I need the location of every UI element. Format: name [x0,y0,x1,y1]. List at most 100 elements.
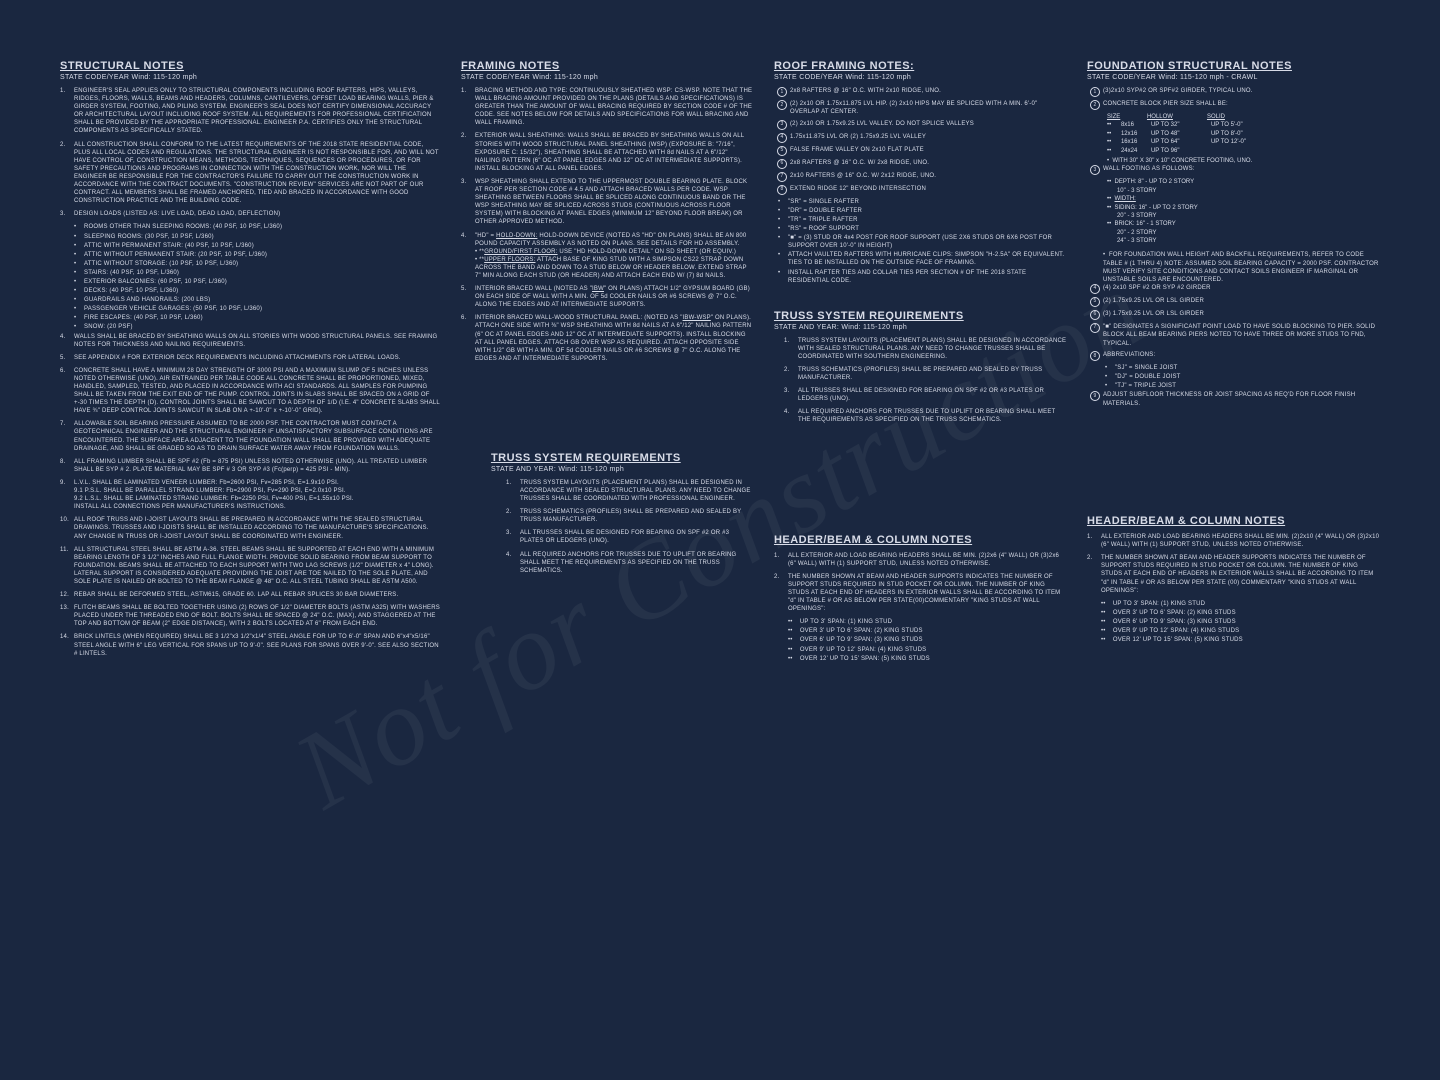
framing-list: 1.BRACING METHOD AND TYPE: CONTINUOUSLY … [461,87,754,363]
king-studs-list: •• UP TO 3' SPAN: (1) KING STUD•• OVER 3… [774,618,1067,662]
king-stud-item: •• UP TO 3' SPAN: (1) KING STUD [788,618,1067,626]
header-item: 2.THE NUMBER SHOWN AT BEAM AND HEADER SU… [774,573,1067,613]
abbrev-item: •"SJ" = SINGLE JOIST [1105,364,1380,372]
abbrev-list: •"SJ" = SINGLE JOIST•"DJ" = DOUBLE JOIST… [1087,364,1380,390]
structural-item: 14.BRICK LINTELS (WHEN REQUIRED) SHALL B… [60,633,441,657]
roof-defs: •"SR" = SINGLE RAFTER•"DR" = DOUBLE RAFT… [774,198,1067,285]
list-item: 1.TRUSS SYSTEM LAYOUTS (PLACEMENT PLANS)… [506,479,754,503]
structural-title: STRUCTURAL NOTES [60,60,441,72]
king-stud-item: •• OVER 12' UP TO 15' SPAN: (5) KING STU… [788,655,1067,663]
structural-item: 12.REBAR SHALL BE DEFORMED STEEL, ASTM61… [60,591,441,599]
framing-item: 2.EXTERIOR WALL SHEATHING: WALLS SHALL B… [461,132,754,172]
framing-title: FRAMING NOTES [461,60,754,72]
roof-item: 2(2) 2x10 OR 1.75x11.875 LVL HIP. (2) 2x… [774,100,1067,117]
structural-item: 8.ALL FRAMING LUMBER SHALL BE SPF #2 (Fb… [60,458,441,474]
design-load-item: •ATTIC WITH PERMANENT STAIR: (40 PSF, 10… [74,242,441,250]
truss-list: 1.TRUSS SYSTEM LAYOUTS (PLACEMENT PLANS)… [774,337,1067,425]
header2-title: HEADER/BEAM & COLUMN NOTES [1087,515,1380,527]
roof-def-item: •"RS" = ROOF SUPPORT [778,225,1067,233]
list-item: 2.TRUSS SCHEMATICS (PROFILES) SHALL BE P… [784,366,1067,382]
truss-sub: STATE AND YEAR: Wind: 115-120 mph [774,324,1067,331]
design-load-item: •SNOW: (20 PSF) [74,323,441,331]
header-item: 1.ALL EXTERIOR AND LOAD BEARING HEADERS … [774,552,1067,568]
structural-item: 13.FLITCH BEAMS SHALL BE BOLTED TOGETHER… [60,604,441,628]
foundation-item: 9ADJUST SUBFLOOR THICKNESS OR JOIST SPAC… [1087,391,1380,408]
col-roof: ROOF FRAMING NOTES: STATE CODE/YEAR Wind… [774,60,1067,668]
king-stud-item: •• OVER 6' UP TO 9' SPAN: (3) KING STUDS [1101,618,1380,626]
framing-item: 5.INTERIOR BRACED WALL (NOTED AS "IBW" O… [461,285,754,309]
design-load-item: •SLEEPING ROOMS: (30 PSF, 10 PSF, L/360) [74,233,441,241]
design-load-item: •DECKS: (40 PSF, 10 PSF, L/360) [74,287,441,295]
header-item: 1.ALL EXTERIOR AND LOAD BEARING HEADERS … [1087,533,1380,549]
structural-item: 3.DESIGN LOADS (LISTED AS: LIVE LOAD, DE… [60,210,441,218]
king-stud-item: •• OVER 6' UP TO 9' SPAN: (3) KING STUDS [788,636,1067,644]
structural-item: 6.CONCRETE SHALL HAVE A MINIMUM 28 DAY S… [60,367,441,416]
foundation-item: 8ABBREVIATIONS: [1087,351,1380,361]
design-load-item: •PASSGENGER VEHICLE GARAGES: (50 PSF, 10… [74,305,441,313]
foundation-item: 6(3) 1.75x9.25 LVL OR LSL GIRDER [1087,310,1380,320]
roof-item: 41.75x11.875 LVL OR (2) 1.75x9.25 LVL VA… [774,133,1067,143]
header2-list: 1.ALL EXTERIOR AND LOAD BEARING HEADERS … [1087,533,1380,644]
roof-item: 62x8 RAFTERS @ 16" O.C. W/ 2x8 RIDGE, UN… [774,159,1067,169]
king-stud-item: •• OVER 12' UP TO 15' SPAN: (5) KING STU… [1101,636,1380,644]
list-item: 3.ALL TRUSSES SHALL BE DESIGNED FOR BEAR… [784,387,1067,403]
foundation-note3: • FOR FOUNDATION WALL HEIGHT AND BACKFIL… [1087,251,1380,283]
roof-def-item: •"SR" = SINGLE RAFTER [778,198,1067,206]
roof-list: 12x8 RAFTERS @ 16" O.C. WITH 2x10 RIDGE,… [774,87,1067,195]
framing-item: 6.INTERIOR BRACED WALL-WOOD STRUCTURAL P… [461,314,754,363]
framing-sub: STATE CODE/YEAR Wind: 115-120 mph [461,74,754,81]
foundation-item: 5(2) 1.75x9.25 LVL OR LSL GIRDER [1087,297,1380,307]
roof-title: ROOF FRAMING NOTES: [774,60,1067,72]
structural-item: 1.ENGINEER'S SEAL APPLIES ONLY TO STRUCT… [60,87,441,136]
structural-item: 7.ALLOWABLE SOIL BEARING PRESSURE ASSUME… [60,420,441,452]
page: STRUCTURAL NOTES STATE CODE/YEAR Wind: 1… [0,0,1440,708]
roof-def-item: •"TR" = TRIPLE RAFTER [778,216,1067,224]
framing-item: 1.BRACING METHOD AND TYPE: CONTINUOUSLY … [461,87,754,127]
list-item: 4.ALL REQUIRED ANCHORS FOR TRUSSES DUE T… [784,408,1067,424]
king-stud-item: •• OVER 9' UP TO 12' SPAN: (4) KING STUD… [788,646,1067,654]
col-framing: FRAMING NOTES STATE CODE/YEAR Wind: 115-… [461,60,754,668]
abbrev-item: •"TJ" = TRIPLE JOIST [1105,382,1380,390]
king-stud-item: •• UP TO 3' SPAN: (1) KING STUD [1101,600,1380,608]
king-studs-list: •• UP TO 3' SPAN: (1) KING STUD•• OVER 3… [1087,600,1380,644]
foundation-item: 7"■" DESIGNATES A SIGNIFICANT POINT LOAD… [1087,323,1380,348]
framing-item: 3.WSP SHEATHING SHALL EXTEND TO THE UPPE… [461,178,754,227]
roof-item: 3(2) 2x10 OR 1.75x9.25 LVL VALLEY. DO NO… [774,120,1067,130]
header-list: 1.ALL EXTERIOR AND LOAD BEARING HEADERS … [774,552,1067,663]
foundation-item: 1(3)2x10 SYP#2 OR SPF#2 GIRDER, TYPICAL … [1087,87,1380,97]
roof-sub: STATE CODE/YEAR Wind: 115-120 mph [774,74,1067,81]
roof-item: 72x10 RAFTERS @ 16" O.C. W/ 2x12 RIDGE, … [774,172,1067,182]
roof-item: 8EXTEND RIDGE 12" BEYOND INTERSECTION [774,185,1067,195]
truss-title: TRUSS SYSTEM REQUIREMENTS [774,310,1067,322]
truss2-sub: STATE AND YEAR: Wind: 115-120 mph [491,466,754,473]
list-item: 3.ALL TRUSSES SHALL BE DESIGNED FOR BEAR… [506,529,754,545]
structural-sub: STATE CODE/YEAR Wind: 115-120 mph [60,74,441,81]
roof-def-item: •"DR" = DOUBLE RAFTER [778,207,1067,215]
design-load-item: •ATTIC WITHOUT PERMANENT STAIR: (20 PSF,… [74,251,441,259]
abbrev-item: •"DJ" = DOUBLE JOIST [1105,373,1380,381]
structural-item: 10.ALL ROOF TRUSS AND I-JOIST LAYOUTS SH… [60,516,441,540]
pier-table: SIZEHOLLOWSOLID••8x16UP TO 32"UP TO 5'-0… [1087,113,1380,165]
design-load-item: •STAIRS: (40 PSF, 10 PSF, L/360) [74,269,441,277]
list-item: 2.TRUSS SCHEMATICS (PROFILES) SHALL BE P… [506,508,754,524]
roof-def-item: •INSTALL RAFTER TIES AND COLLAR TIES PER… [778,269,1067,285]
list-item: 1.TRUSS SYSTEM LAYOUTS (PLACEMENT PLANS)… [784,337,1067,361]
framing-item: 4."HD" = HOLD-DOWN: HOLD-DOWN DEVICE (NO… [461,232,754,281]
king-stud-item: •• OVER 3' UP TO 6' SPAN: (2) KING STUDS [788,627,1067,635]
king-stud-item: •• OVER 9' UP TO 12' SPAN: (4) KING STUD… [1101,627,1380,635]
structural-item: 2.ALL CONSTRUCTION SHALL CONFORM TO THE … [60,141,441,206]
king-stud-item: •• OVER 3' UP TO 6' SPAN: (2) KING STUDS [1101,609,1380,617]
wall-footing-table: •• DEPTH: 8" - UP TO 2 STORY 10" - 3 STO… [1087,178,1380,245]
structural-item: 5.SEE APPENDIX # FOR EXTERIOR DECK REQUI… [60,354,441,362]
foundation-title: FOUNDATION STRUCTURAL NOTES [1087,60,1380,72]
roof-def-item: •"■" = (3) STUD OR 4x4 POST FOR ROOF SUP… [778,234,1067,250]
truss2-list: 1.TRUSS SYSTEM LAYOUTS (PLACEMENT PLANS)… [491,479,754,575]
foundation-item: 2CONCRETE BLOCK PIER SIZE SHALL BE: [1087,100,1380,110]
roof-item: 12x8 RAFTERS @ 16" O.C. WITH 2x10 RIDGE,… [774,87,1067,97]
structural-item: 4.WALLS SHALL BE BRACED BY SHEATHING WAL… [60,333,441,349]
list-item: 4.ALL REQUIRED ANCHORS FOR TRUSSES DUE T… [506,551,754,575]
structural-item: 9.L.V.L. SHALL BE LAMINATED VENEER LUMBE… [60,479,441,511]
roof-item: 5FALSE FRAME VALLEY ON 2x10 FLAT PLATE [774,146,1067,156]
truss2-title: TRUSS SYSTEM REQUIREMENTS [491,452,754,464]
design-load-item: •ATTIC WITHOUT STORAGE: (10 PSF, 10 PSF,… [74,260,441,268]
